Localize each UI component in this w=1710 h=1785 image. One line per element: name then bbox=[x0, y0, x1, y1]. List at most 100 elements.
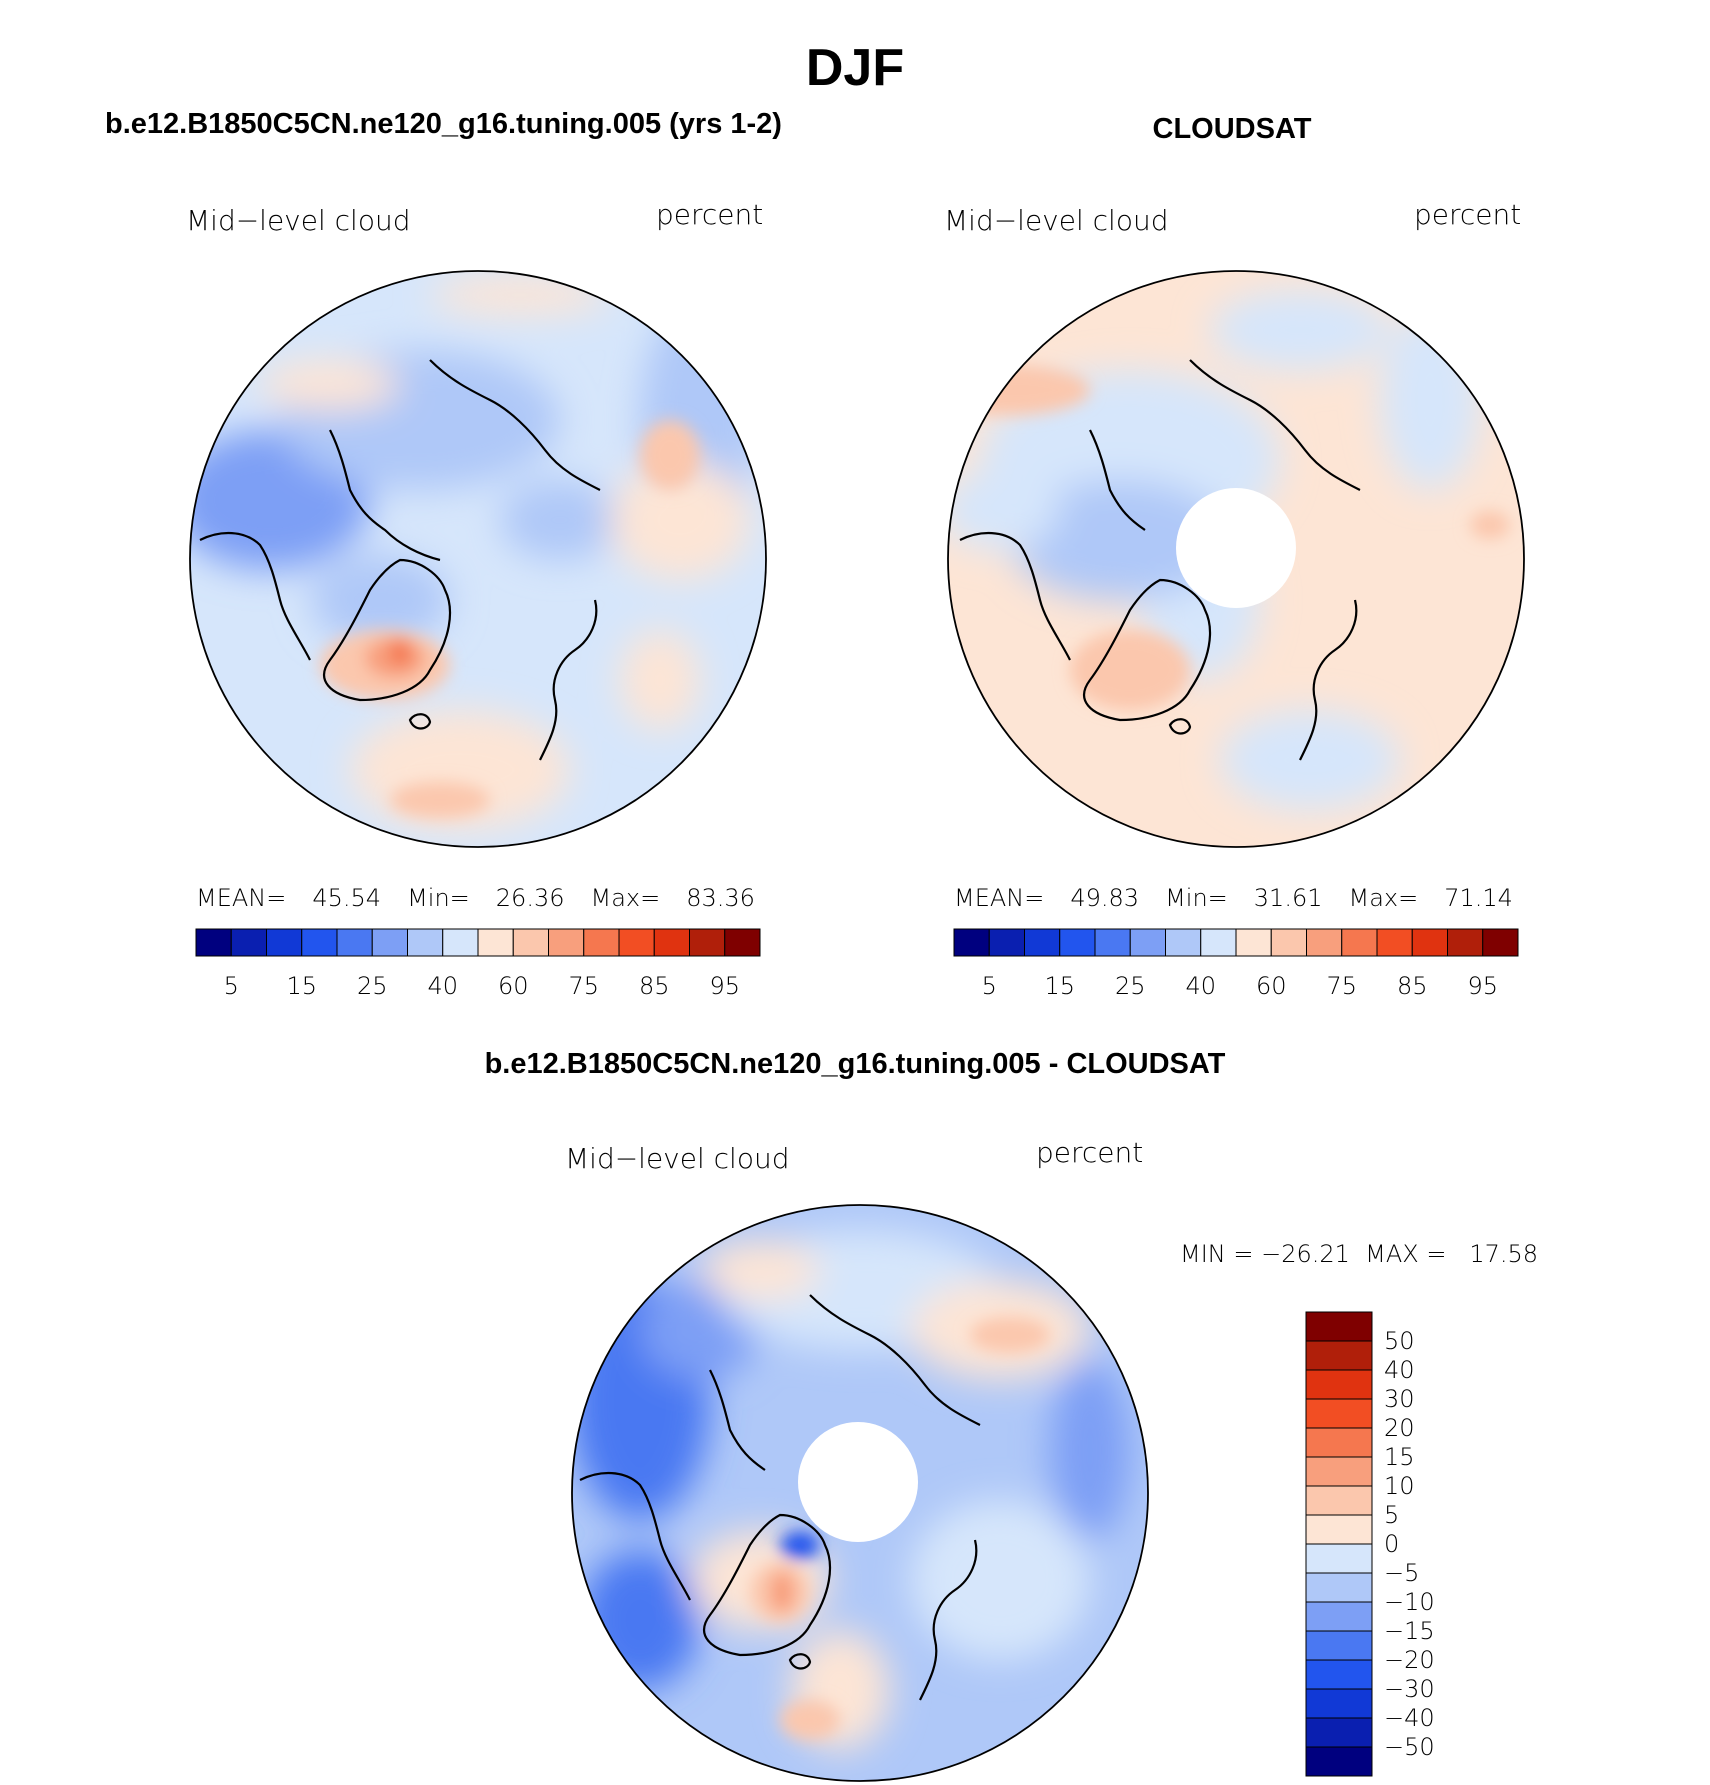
colorbar-swatch bbox=[1447, 928, 1484, 957]
coastline-obs bbox=[959, 359, 1361, 761]
panel-diff-title: b.e12.B1850C5CN.ne120_g16.tuning.005 - C… bbox=[485, 1048, 1226, 1080]
colorbar-tick-label: 95 bbox=[1467, 972, 1498, 1000]
coastline-diff bbox=[579, 1294, 981, 1701]
panel-diff-units: percent bbox=[1036, 1136, 1143, 1169]
page-title: DJF bbox=[806, 39, 904, 97]
colorbar-tick-label: −10 bbox=[1384, 1588, 1435, 1616]
colorbar-tick-label: 60 bbox=[1256, 972, 1287, 1000]
colorbar-tick-label: −40 bbox=[1384, 1704, 1435, 1732]
colorbar-tick-label: 85 bbox=[1397, 972, 1428, 1000]
colorbar-swatch bbox=[1305, 1398, 1373, 1429]
colorbar-swatch bbox=[230, 928, 267, 957]
colorbar-tick-label: 25 bbox=[357, 972, 388, 1000]
colorbar-swatch bbox=[512, 928, 549, 957]
colorbar-tick-label: 30 bbox=[1384, 1385, 1415, 1413]
polar-data-gap-diff bbox=[798, 1422, 918, 1542]
panel-model-variable: Mid−level cloud bbox=[186, 204, 410, 237]
panel-model-stats: MEAN= 45.54 Min= 26.36 Max= 83.36 bbox=[196, 884, 755, 912]
colorbar-swatch bbox=[1129, 928, 1166, 957]
colorbar-tick-label: −50 bbox=[1384, 1733, 1435, 1761]
panel-obs-title: CLOUDSAT bbox=[1153, 113, 1312, 145]
map-field-shading bbox=[948, 290, 1480, 810]
colorbar-swatch bbox=[953, 928, 990, 957]
colorbar-swatch bbox=[1411, 928, 1448, 957]
colorbar-swatch bbox=[724, 928, 761, 957]
colorbar-swatch bbox=[266, 928, 303, 957]
colorbar-tick-label: 15 bbox=[1384, 1443, 1415, 1471]
colorbar-swatch bbox=[1305, 1717, 1373, 1748]
coastline-model bbox=[199, 359, 601, 761]
colorbar-swatch bbox=[1200, 928, 1237, 957]
colorbar-swatch bbox=[1094, 928, 1131, 957]
panel-model-title: b.e12.B1850C5CN.ne120_g16.tuning.005 (yr… bbox=[105, 108, 782, 140]
colorbar-tick-label: 60 bbox=[498, 972, 529, 1000]
colorbar-tick-label: 5 bbox=[224, 972, 239, 1000]
colorbar-swatch bbox=[1305, 1427, 1373, 1458]
colorbar-swatch bbox=[988, 928, 1025, 957]
colorbar-swatch bbox=[1305, 1543, 1373, 1574]
colorbar-swatch bbox=[1305, 1659, 1373, 1690]
panel-diff: b.e12.B1850C5CN.ne120_g16.tuning.005 - C… bbox=[485, 1048, 1538, 1782]
colorbar-tick-label: 75 bbox=[1326, 972, 1357, 1000]
colorbar-swatch bbox=[1305, 1369, 1373, 1400]
colorbar-model: 5 15 25 40 60 75 85 95 bbox=[195, 928, 761, 1000]
colorbar-swatch bbox=[442, 928, 479, 957]
colorbar-tick-label: 95 bbox=[709, 972, 740, 1000]
colorbar-swatch bbox=[371, 928, 408, 957]
colorbar-swatch bbox=[1165, 928, 1202, 957]
panel-diff-map bbox=[571, 1204, 1149, 1782]
map-boundary-model bbox=[189, 270, 767, 848]
colorbar-swatch bbox=[1235, 928, 1272, 957]
colorbar-swatch bbox=[1305, 1340, 1373, 1371]
colorbar-swatch bbox=[407, 928, 444, 957]
colorbar-tick-label: 10 bbox=[1384, 1472, 1415, 1500]
colorbar-tick-label: −30 bbox=[1384, 1675, 1435, 1703]
colorbar-tick-label: 5 bbox=[1384, 1501, 1399, 1529]
panel-obs-stats: MEAN= 49.83 Min= 31.61 Max= 71.14 bbox=[954, 884, 1513, 912]
colorbar-swatch bbox=[1305, 1630, 1373, 1661]
colorbar-tick-label: 85 bbox=[639, 972, 670, 1000]
colorbar-tick-label: 50 bbox=[1384, 1327, 1415, 1355]
map-field-shading bbox=[190, 275, 760, 830]
colorbar-tick-label: 40 bbox=[1185, 972, 1216, 1000]
colorbar-swatch bbox=[1305, 1601, 1373, 1632]
colorbar-swatch bbox=[1305, 1456, 1373, 1487]
colorbar-tick-label: 5 bbox=[982, 972, 997, 1000]
colorbar-swatch bbox=[583, 928, 620, 957]
map-boundary-diff bbox=[571, 1204, 1149, 1782]
panel-diff-variable: Mid−level cloud bbox=[565, 1142, 789, 1175]
colorbar-swatch bbox=[1482, 928, 1519, 957]
colorbar-tick-label: 15 bbox=[286, 972, 317, 1000]
colorbar-swatch bbox=[477, 928, 514, 957]
colorbar-tick-label: 25 bbox=[1115, 972, 1146, 1000]
colorbar-tick-label: 20 bbox=[1384, 1414, 1415, 1442]
panel-obs-variable: Mid−level cloud bbox=[944, 204, 1168, 237]
panel-diff-stats: MIN = −26.21 MAX = 17.58 bbox=[1180, 1240, 1538, 1268]
colorbar-swatch bbox=[1305, 1746, 1373, 1777]
colorbar-swatch bbox=[1305, 1514, 1373, 1545]
map-boundary-obs bbox=[947, 270, 1525, 848]
colorbar-swatch bbox=[1305, 1311, 1373, 1342]
colorbar-obs: 5 15 25 40 60 75 85 95 bbox=[953, 928, 1519, 1000]
colorbar-swatch bbox=[1376, 928, 1413, 957]
polar-data-gap-obs bbox=[1176, 488, 1296, 608]
colorbar-swatch bbox=[548, 928, 585, 957]
colorbar-swatch bbox=[653, 928, 690, 957]
colorbar-tick-label: −20 bbox=[1384, 1646, 1435, 1674]
colorbar-swatch bbox=[689, 928, 726, 957]
colorbar-tick-label: −5 bbox=[1384, 1559, 1419, 1587]
panel-model: b.e12.B1850C5CN.ne120_g16.tuning.005 (yr… bbox=[105, 108, 782, 1000]
panel-model-units: percent bbox=[656, 198, 763, 231]
panel-obs: CLOUDSAT Mid−level cloud percent bbox=[944, 113, 1525, 1000]
colorbar-swatch bbox=[1024, 928, 1061, 957]
colorbar-swatch bbox=[195, 928, 232, 957]
colorbar-tick-label: 0 bbox=[1384, 1530, 1399, 1558]
colorbar-swatch bbox=[1305, 1688, 1373, 1719]
colorbar-swatch bbox=[1305, 1485, 1373, 1516]
colorbar-swatch bbox=[336, 928, 373, 957]
panel-obs-units: percent bbox=[1414, 198, 1521, 231]
colorbar-swatch bbox=[1059, 928, 1096, 957]
colorbar-swatch bbox=[301, 928, 338, 957]
colorbar-tick-label: 40 bbox=[1384, 1356, 1415, 1384]
